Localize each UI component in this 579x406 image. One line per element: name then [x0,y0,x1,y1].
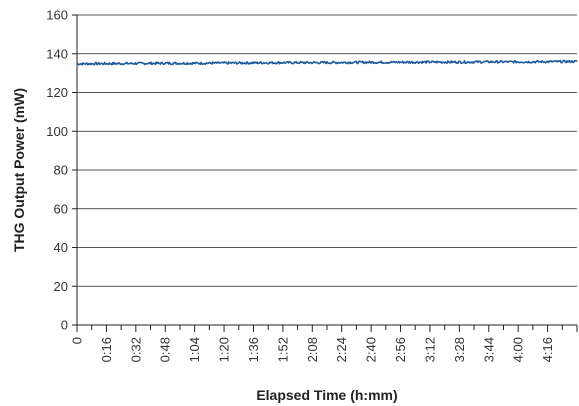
x-tick-label: 1:52 [275,337,290,362]
x-tick-label: 1:04 [187,337,202,362]
x-tick-label: 2:56 [393,337,408,362]
y-tick-label: 140 [46,46,68,61]
x-axis-title: Elapsed Time (h:mm) [256,387,397,403]
x-tick-label: 1:36 [246,337,261,362]
x-tick-labels: 0 0:16 0:32 0:48 1:04 1:20 1:36 1:52 2:08 2:24 2:4… [70,337,556,362]
y-tick-label: 40 [54,240,68,255]
series-line [76,59,578,66]
x-tick-label: 0:32 [128,337,143,362]
x-tick-label: 0:48 [158,337,173,362]
x-tick-label: 4:00 [511,337,526,362]
series-layer [76,59,578,66]
x-tick-label: 4:16 [540,337,555,362]
x-tick-label: 1:20 [217,337,232,362]
y-tick-label: 80 [54,163,68,178]
x-tick-label: 2:08 [305,337,320,362]
x-tick-label: 3:12 [422,337,437,362]
y-tick-labels: 0 20 40 60 80 100 120 140 160 [46,8,68,333]
y-tick-label: 160 [46,8,68,23]
x-tick-label: 2:40 [364,337,379,362]
y-axis-title: THG Output Power (mW) [11,88,27,252]
y-tick-label: 100 [46,124,68,139]
gridlines [77,14,577,287]
y-tick-label: 20 [54,279,68,294]
y-tick-label: 60 [54,201,68,216]
y-tick-label: 120 [46,85,68,100]
x-tick-label: 2:24 [334,337,349,362]
axes [72,14,578,332]
x-tick-label: 0 [70,337,85,344]
x-tick-label: 3:44 [481,337,496,362]
y-tick-label: 0 [61,318,68,333]
x-tick-label: 3:28 [452,337,467,362]
x-tick-label: 0:16 [99,337,114,362]
